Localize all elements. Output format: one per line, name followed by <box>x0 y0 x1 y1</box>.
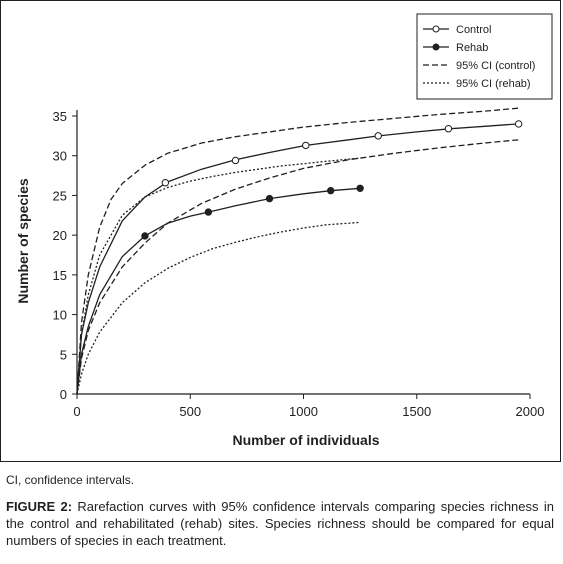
y-tick-label: 15 <box>53 268 67 283</box>
y-tick-label: 10 <box>53 308 67 323</box>
rehab-point <box>141 232 149 240</box>
legend-marker <box>432 43 440 51</box>
rehab-point <box>204 208 213 216</box>
ticks: 0 500 1000 1500 2000 0 5 10 15 20 25 30 35 <box>53 109 545 419</box>
series-line-95-ci-control-lower <box>76 139 519 395</box>
x-tick-label: 1500 <box>402 404 431 419</box>
x-axis-label: Number of individuals <box>232 432 379 448</box>
x-tick-label: 2000 <box>516 404 545 419</box>
x-tick-label: 0 <box>73 404 80 419</box>
y-tick-label: 0 <box>60 387 67 402</box>
legend-box <box>416 13 553 100</box>
legend-label: Rehab <box>456 42 488 54</box>
control-point <box>302 141 310 150</box>
rehab-point <box>326 186 335 195</box>
legend-marker <box>432 25 440 33</box>
series-line-95-ci-rehab-upper <box>76 157 361 395</box>
caption-label: FIGURE 2: <box>6 499 73 514</box>
legend-label: Control <box>456 24 491 36</box>
x-tick-label: 1000 <box>289 404 318 419</box>
y-axis-label: Number of species <box>15 178 31 303</box>
axes <box>76 110 530 395</box>
y-tick-label: 5 <box>60 347 67 362</box>
caption-text: Rarefaction curves with 95% confidence i… <box>6 499 554 548</box>
series-line-rehab <box>76 187 361 395</box>
figure-frame: 0 500 1000 1500 2000 0 5 10 15 20 25 30 35 Number of… <box>0 0 561 462</box>
figure-caption: FIGURE 2: Rarefaction curves with 95% co… <box>6 498 554 549</box>
y-tick-label: 30 <box>53 149 67 164</box>
series-line-95-ci-control-upper <box>76 107 519 395</box>
control-point <box>514 120 523 128</box>
y-tick-label: 25 <box>53 188 67 203</box>
markers <box>141 120 523 240</box>
y-tick-label: 35 <box>53 109 67 124</box>
legend-label: 95% CI (rehab) <box>456 78 531 90</box>
control-point <box>374 132 382 140</box>
abbreviation-note: CI, confidence intervals. <box>6 473 135 487</box>
rehab-point <box>356 184 364 192</box>
curves <box>76 107 519 395</box>
y-tick-label: 20 <box>53 228 67 243</box>
control-point <box>444 125 453 133</box>
x-tick-label: 500 <box>179 404 201 419</box>
series-line-95-ci-rehab-lower <box>76 221 361 395</box>
control-point <box>231 156 240 165</box>
rarefaction-chart: 0 500 1000 1500 2000 0 5 10 15 20 25 30 35 Number of… <box>15 13 553 448</box>
legend: Control Rehab 95% CI (control) 95% CI (reha… <box>416 13 553 100</box>
control-point <box>161 179 170 187</box>
rehab-point <box>265 194 274 203</box>
legend-label: 95% CI (control) <box>456 60 535 72</box>
